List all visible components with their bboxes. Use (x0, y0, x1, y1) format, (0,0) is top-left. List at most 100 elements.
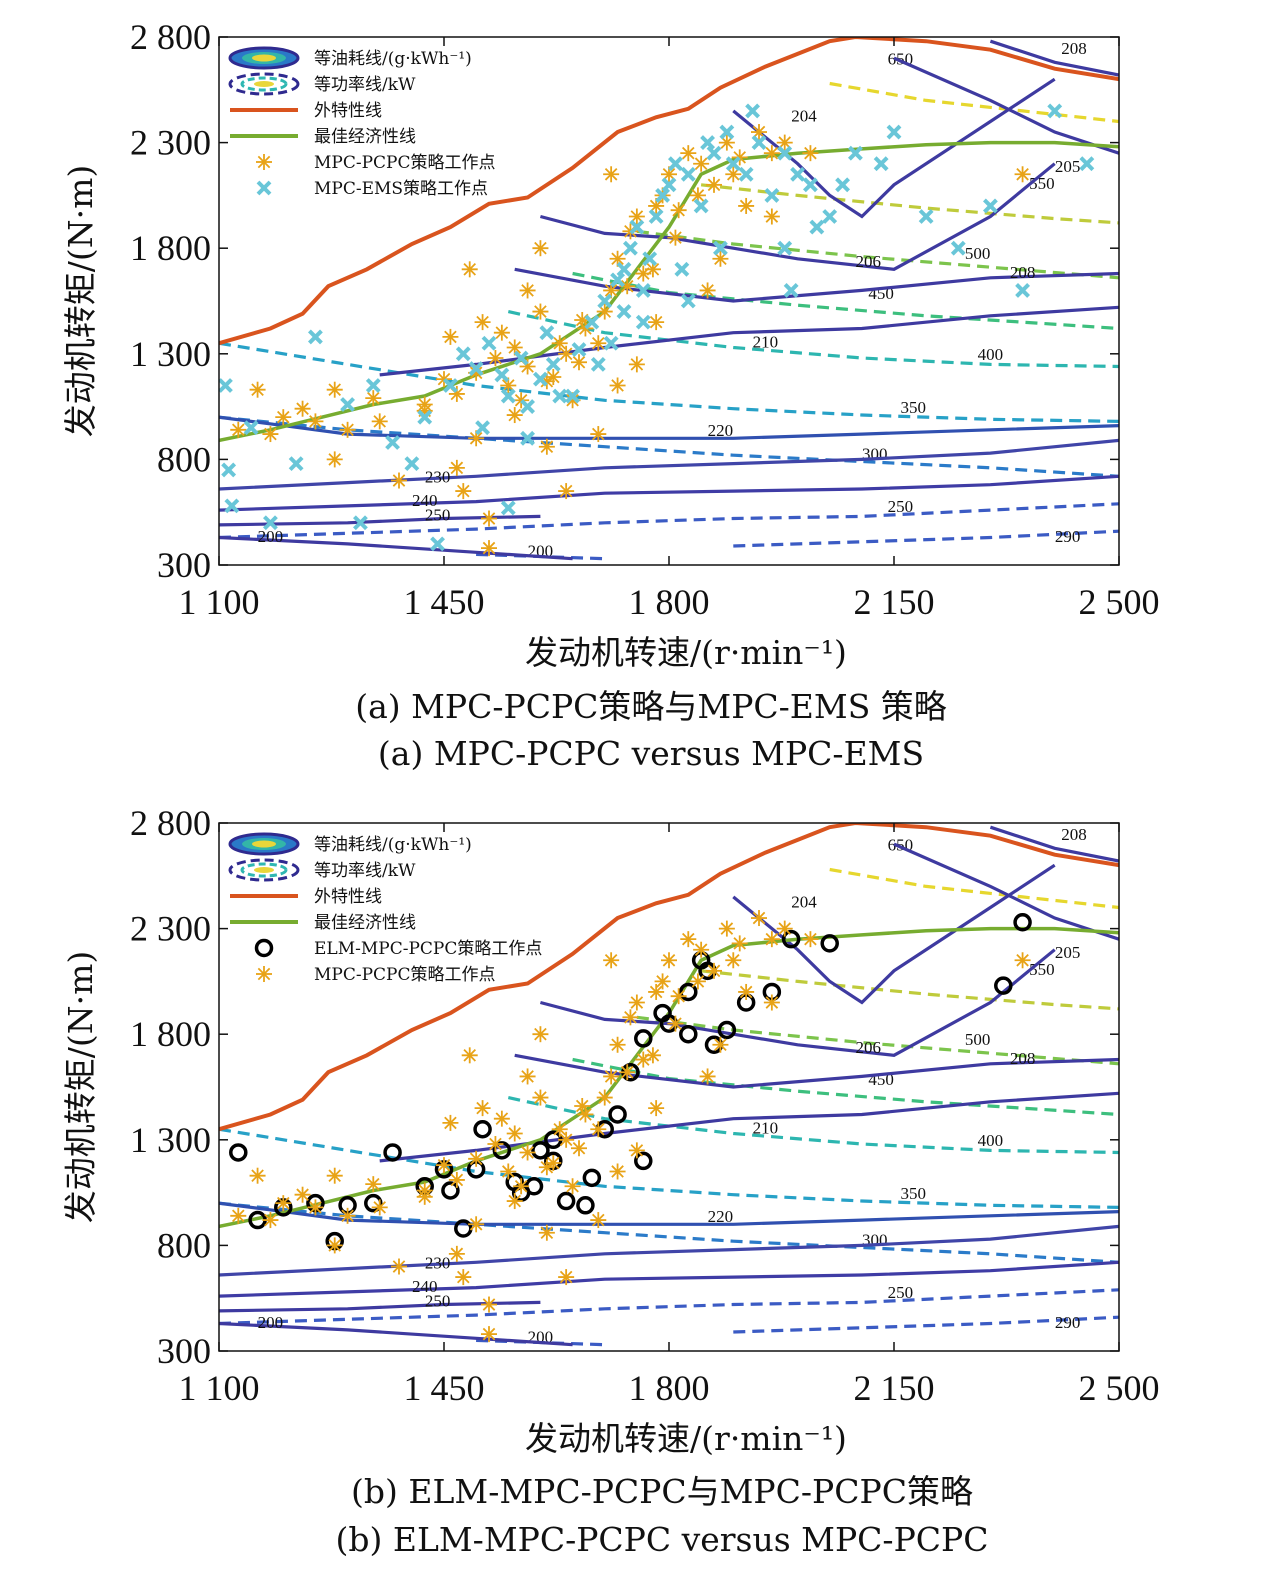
data-point (481, 335, 497, 351)
legend-label: 最佳经济性线 (314, 913, 416, 933)
power-contour-300 (219, 415, 1119, 478)
data-point (596, 303, 613, 320)
data-point (1079, 156, 1095, 172)
data-point (506, 407, 523, 424)
series-1 (219, 103, 1095, 552)
data-point (571, 354, 587, 371)
data-point (219, 378, 233, 393)
panel-a: 2002502903003504004505005506502002502402… (61, 17, 1160, 773)
fuel-contour-204 (732, 77, 1056, 219)
data-point (473, 1119, 492, 1139)
data-point (513, 350, 529, 366)
data-point (706, 176, 722, 193)
data-point (680, 145, 697, 162)
y-axis-label-a: 发动机转矩/(N·m) (61, 165, 100, 438)
fuel-contour-250 (219, 514, 541, 527)
legend-label: 等油耗线/(g·kWh⁻¹) (314, 835, 472, 855)
power-contour-550 (700, 183, 1119, 225)
data-point (481, 1296, 497, 1313)
power-contour-500 (636, 229, 1119, 280)
data-point (648, 1100, 665, 1117)
series-0 (230, 124, 1031, 557)
power-contour-label: 500 (965, 244, 991, 263)
fuel-contour-208 (989, 825, 1119, 863)
data-point (558, 1269, 575, 1286)
data-point (777, 145, 793, 161)
x-tick-label: 1 450 (404, 1368, 485, 1408)
data-point (571, 1140, 587, 1157)
data-point (532, 1026, 549, 1043)
x-tick-label: 1 450 (404, 582, 485, 622)
data-point (558, 1131, 575, 1148)
x-ticks-b: 1 100 1 450 1 800 2 150 2 500 (179, 823, 1160, 1408)
data-point (493, 324, 510, 341)
data-point (551, 335, 568, 352)
data-point (655, 187, 670, 203)
data-point (404, 456, 420, 472)
data-point (738, 197, 755, 214)
fuel-contour-label: 250 (425, 1292, 451, 1311)
data-point (680, 293, 696, 309)
data-point (468, 361, 484, 376)
fuel-contour-label: 208 (1010, 1049, 1036, 1068)
y-ticks-a: 300 800 1 300 1 800 2 300 2 800 (130, 17, 1119, 585)
fuel-contour-label: 208 (1010, 263, 1036, 282)
fuel-contour-label: 200 (258, 1313, 284, 1332)
legend-item: MPC-EMS策略工作点 (256, 179, 488, 199)
data-point (699, 1068, 716, 1085)
data-point (725, 156, 741, 172)
fuel-contour-label: 240 (412, 491, 438, 510)
legend-marker (256, 966, 272, 982)
legend-item: ELM-MPC-PCPC策略工作点 (254, 938, 542, 959)
data-point (221, 462, 237, 478)
legend-item: 等功率线/kW (228, 72, 416, 96)
data-point (719, 124, 735, 140)
data-point (648, 314, 665, 331)
data-point (533, 371, 548, 387)
y-tick-label: 800 (157, 439, 211, 479)
data-point (706, 962, 722, 979)
fuel-contour-label: 208 (1061, 39, 1087, 58)
data-point (531, 1141, 550, 1160)
data-point (556, 1191, 576, 1211)
data-point (835, 177, 850, 193)
data-point (622, 1009, 639, 1026)
fuel-contour-210 (379, 305, 1119, 377)
data-point (365, 378, 381, 393)
data-point (520, 399, 535, 415)
external-characteristic-line (219, 37, 1119, 346)
data-point (738, 983, 755, 1000)
x-axis-label-b: 发动机转速/(r·min⁻¹) (525, 1419, 847, 1458)
legend-label: 外特性线 (314, 101, 382, 121)
legend-label: 等油耗线/(g·kWh⁻¹) (314, 49, 472, 69)
legend-item: 外特性线 (230, 887, 382, 907)
data-point (571, 342, 587, 357)
data-point (700, 135, 715, 151)
data-point (642, 251, 658, 267)
legend-marker (254, 938, 274, 958)
data-point (308, 329, 323, 345)
legend-item: 外特性线 (230, 101, 382, 121)
data-point (416, 1188, 433, 1205)
data-point (565, 388, 580, 404)
data-point (532, 240, 549, 257)
fuel-contour-label: 208 (1061, 825, 1087, 844)
data-point (590, 335, 607, 352)
data-point (500, 500, 516, 516)
data-point (487, 1136, 504, 1153)
power-contour-550 (700, 969, 1119, 1011)
fuel-contour-206 (539, 948, 1056, 1057)
fuel-contour-200 (219, 535, 573, 561)
data-point (679, 1024, 698, 1044)
data-point (751, 910, 767, 927)
data-point (430, 536, 445, 552)
data-point (1014, 166, 1031, 183)
data-point (500, 388, 516, 404)
x-tick-label: 2 500 (1079, 582, 1160, 622)
legend-label: ELM-MPC-PCPC策略工作点 (314, 939, 542, 959)
data-point (448, 1245, 465, 1262)
y-tick-label: 2 800 (130, 803, 211, 843)
x-tick-label: 1 800 (629, 1368, 710, 1408)
data-point (725, 166, 742, 183)
